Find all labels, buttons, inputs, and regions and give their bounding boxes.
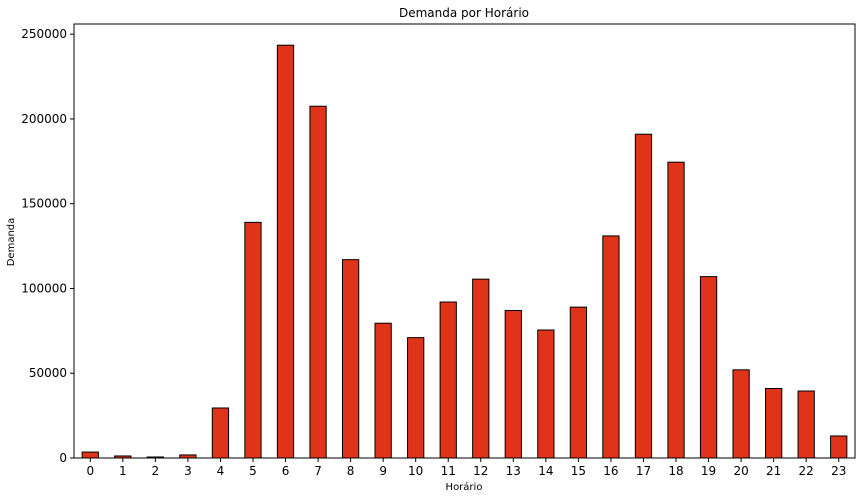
bar-hour-21 bbox=[765, 387, 783, 459]
x-tick-label: 2 bbox=[152, 464, 160, 478]
x-tick-label: 12 bbox=[473, 464, 488, 478]
x-tick-label: 14 bbox=[538, 464, 553, 478]
bar-hour-6 bbox=[276, 44, 295, 459]
y-tick-label: 50000 bbox=[29, 366, 67, 380]
x-tick-label: 13 bbox=[506, 464, 521, 478]
bar-hour-9 bbox=[374, 322, 392, 459]
x-tick-label: 9 bbox=[379, 464, 387, 478]
bar-hour-16 bbox=[602, 235, 620, 459]
x-tick-label: 20 bbox=[733, 464, 748, 478]
bar-hour-13 bbox=[504, 310, 522, 459]
x-tick-label: 7 bbox=[314, 464, 322, 478]
y-tick-label: 150000 bbox=[21, 197, 67, 211]
x-tick-label: 21 bbox=[766, 464, 781, 478]
x-tick-label: 19 bbox=[701, 464, 716, 478]
x-tick-label: 23 bbox=[831, 464, 846, 478]
plot-frame bbox=[73, 23, 856, 459]
bar-hour-18 bbox=[667, 161, 685, 459]
x-tick-label: 22 bbox=[799, 464, 814, 478]
bar-hour-4 bbox=[211, 407, 230, 459]
bar-hour-17 bbox=[634, 133, 653, 459]
x-tick-label: 0 bbox=[86, 464, 94, 478]
chart-title: Demanda por Horário bbox=[399, 6, 529, 20]
bar-hour-12 bbox=[472, 278, 490, 459]
bars-group bbox=[81, 44, 848, 459]
x-tick-label: 6 bbox=[282, 464, 290, 478]
bar-hour-0 bbox=[81, 451, 99, 459]
x-tick-label: 1 bbox=[119, 464, 127, 478]
x-tick-label: 17 bbox=[636, 464, 651, 478]
bar-hour-22 bbox=[797, 390, 815, 459]
x-tick-label: 18 bbox=[668, 464, 683, 478]
bar-hour-14 bbox=[537, 329, 555, 459]
y-tick-label: 200000 bbox=[21, 112, 67, 126]
bar-hour-7 bbox=[309, 105, 327, 459]
bar-hour-5 bbox=[244, 221, 262, 459]
x-tick-label: 16 bbox=[603, 464, 618, 478]
x-axis-label: Horário bbox=[446, 481, 483, 493]
bar-hour-23 bbox=[830, 435, 848, 459]
y-axis-ticks: 0 50000 100000 150000 200000 250000 bbox=[21, 27, 74, 465]
x-tick-label: 15 bbox=[571, 464, 586, 478]
bar-hour-8 bbox=[341, 259, 360, 459]
x-tick-label: 8 bbox=[347, 464, 355, 478]
x-tick-label: 4 bbox=[217, 464, 225, 478]
bar-hour-11 bbox=[439, 301, 457, 459]
bar-hour-19 bbox=[699, 276, 718, 459]
bar-hour-10 bbox=[407, 337, 425, 459]
y-tick-label: 0 bbox=[59, 451, 67, 465]
y-tick-label: 250000 bbox=[21, 27, 67, 41]
bar-hour-20 bbox=[732, 369, 750, 459]
y-axis-label: Demanda bbox=[6, 218, 17, 267]
x-tick-label: 11 bbox=[441, 464, 456, 478]
bar-hour-15 bbox=[569, 306, 588, 459]
x-tick-label: 5 bbox=[249, 464, 257, 478]
x-axis-ticks: 0 1 2 3 4 5 6 7 8 9 10 11 12 13 14 15 16 17 18 19 20 21 22 23 bbox=[86, 458, 846, 478]
x-tick-label: 3 bbox=[184, 464, 192, 478]
x-tick-label: 10 bbox=[408, 464, 423, 478]
y-tick-label: 100000 bbox=[21, 281, 67, 295]
